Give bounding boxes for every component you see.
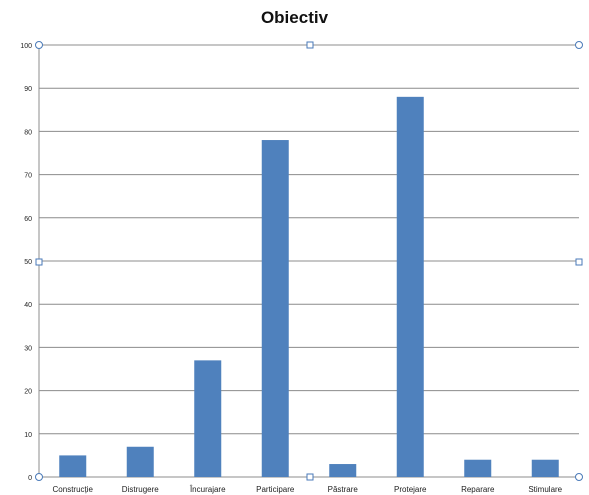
corner-resize-handle[interactable] xyxy=(35,41,43,49)
bar-2[interactable] xyxy=(194,360,222,477)
bar-4[interactable] xyxy=(329,464,357,477)
x-axis-labels: Construcție Distrugere Încurajare Participa… xyxy=(53,485,563,494)
selection-handles xyxy=(35,41,583,481)
edge-resize-handle[interactable] xyxy=(35,258,43,266)
y-tick-label: 50 xyxy=(24,259,32,266)
bar-7[interactable] xyxy=(531,459,559,477)
x-tick-label: Păstrare xyxy=(328,485,359,494)
y-tick-label: 70 xyxy=(24,173,32,180)
y-tick-label: 0 xyxy=(28,475,32,482)
x-tick-label: Protejare xyxy=(394,485,427,494)
corner-resize-handle[interactable] xyxy=(35,473,43,481)
x-tick-label: Reparare xyxy=(461,485,495,494)
x-tick-label: Încurajare xyxy=(189,485,226,494)
bar-5[interactable] xyxy=(396,96,424,477)
bar-0[interactable] xyxy=(59,455,87,477)
edge-resize-handle[interactable] xyxy=(306,473,314,481)
y-tick-label: 40 xyxy=(24,302,32,309)
y-tick-label: 90 xyxy=(24,86,32,93)
bar-3[interactable] xyxy=(261,140,289,478)
edge-resize-handle[interactable] xyxy=(306,41,314,49)
corner-resize-handle[interactable] xyxy=(575,41,583,49)
bars xyxy=(59,96,559,478)
y-tick-label: 20 xyxy=(24,389,32,396)
bar-6[interactable] xyxy=(464,459,492,477)
gridlines xyxy=(38,44,579,478)
y-tick-label: 100 xyxy=(20,43,32,50)
chart-title: Obiectiv xyxy=(260,8,329,27)
y-tick-label: 30 xyxy=(24,345,32,352)
x-tick-label: Distrugere xyxy=(122,485,159,494)
x-tick-label: Construcție xyxy=(53,485,94,494)
y-tick-label: 80 xyxy=(24,129,32,136)
y-axis-ticks: 0 10 20 30 40 50 60 70 80 90 100 xyxy=(20,43,32,482)
bar-1[interactable] xyxy=(126,446,154,477)
x-tick-label: Participare xyxy=(256,485,295,494)
y-tick-label: 10 xyxy=(24,432,32,439)
x-tick-label: Stimulare xyxy=(528,485,562,494)
corner-resize-handle[interactable] xyxy=(575,473,583,481)
y-tick-label: 60 xyxy=(24,216,32,223)
edge-resize-handle[interactable] xyxy=(575,258,583,266)
